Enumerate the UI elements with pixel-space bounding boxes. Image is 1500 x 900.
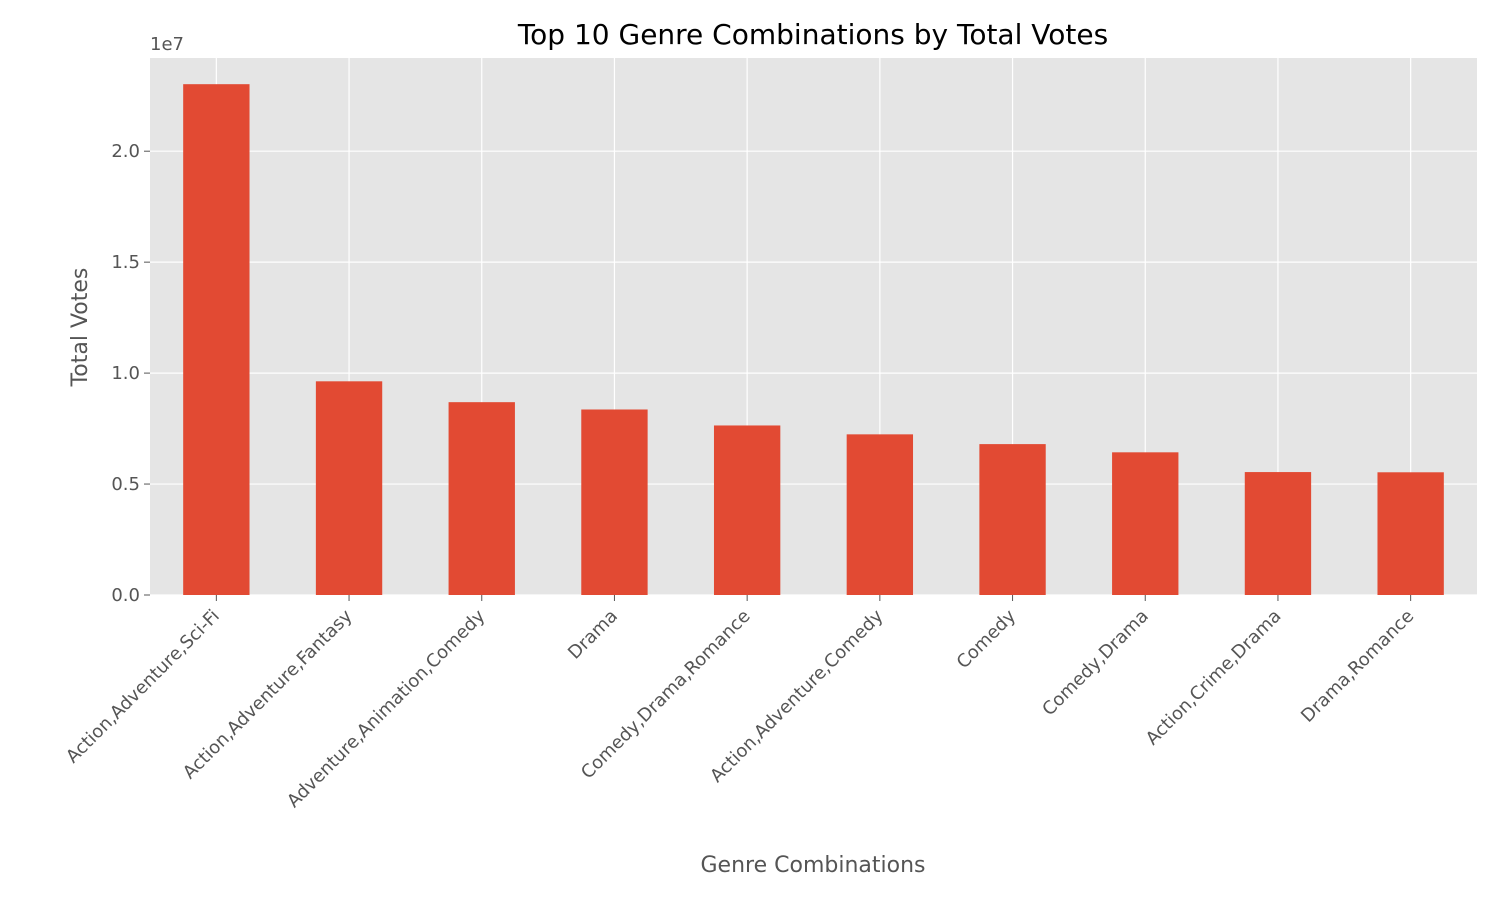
bar — [979, 444, 1046, 595]
x-tick-label: Drama,Romance — [1297, 606, 1418, 727]
bar — [1244, 472, 1312, 595]
bar — [846, 434, 914, 595]
y-axis-offset-label: 1e7 — [150, 34, 184, 55]
x-tick-label: Comedy,Drama — [1038, 606, 1152, 720]
x-axis-ticks: Action,Adventure,Sci-FiAction,Adventure,… — [62, 595, 1418, 812]
bar — [1377, 472, 1444, 595]
bar — [315, 381, 383, 595]
bar — [1112, 452, 1179, 595]
chart-title: Top 10 Genre Combinations by Total Votes — [517, 18, 1108, 51]
y-axis-ticks: 0.0 0.5 1.0 1.5 2.0 — [111, 141, 150, 606]
y-tick-label: 1.5 — [111, 252, 140, 273]
y-tick-label: 1.0 — [111, 363, 140, 384]
y-axis-label: Total Votes — [68, 268, 93, 388]
bar — [581, 409, 648, 595]
bar — [713, 425, 781, 595]
y-tick-label: 2.0 — [111, 141, 140, 162]
x-tick-label: Comedy — [953, 605, 1021, 673]
y-tick-label: 0.0 — [111, 585, 140, 606]
bar — [448, 402, 515, 595]
x-tick-label: Action,Crime,Drama — [1142, 606, 1286, 750]
bar — [183, 84, 250, 595]
x-tick-label: Drama — [564, 606, 622, 664]
x-axis-label: Genre Combinations — [701, 853, 926, 878]
y-tick-label: 0.5 — [111, 474, 140, 495]
x-tick-label: Action,Adventure,Sci-Fi — [62, 606, 224, 768]
bars — [183, 84, 1444, 595]
